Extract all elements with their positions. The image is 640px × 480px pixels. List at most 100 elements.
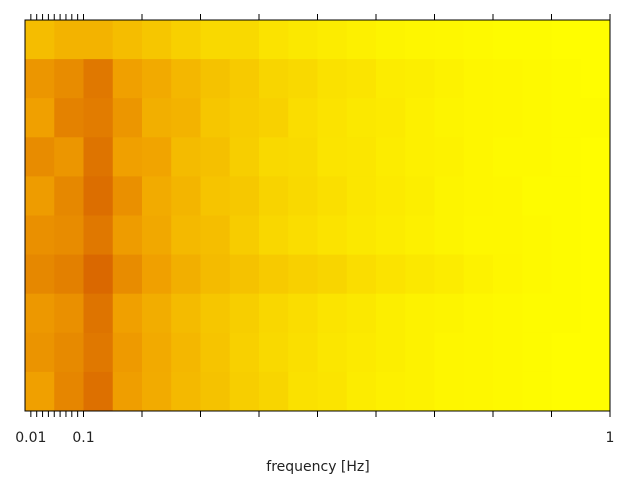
heat-cell: [522, 293, 552, 334]
heat-cell: [25, 215, 55, 256]
heat-cell: [346, 332, 377, 373]
heat-cell: [346, 98, 377, 138]
heat-cell: [25, 98, 55, 138]
heat-cell: [288, 98, 318, 138]
heat-cell: [142, 293, 172, 334]
heat-cell: [171, 98, 201, 138]
heat-cell: [229, 293, 260, 334]
heat-cell: [112, 332, 143, 373]
heat-cell: [112, 293, 143, 334]
heat-cell: [522, 215, 552, 256]
heat-cell: [142, 98, 172, 138]
heat-cell: [434, 293, 465, 334]
heat-cell: [25, 254, 55, 295]
heat-cell: [171, 254, 201, 295]
heat-cell: [229, 176, 260, 216]
x-tick-label: 0.1: [72, 430, 94, 446]
heat-cell: [25, 371, 55, 412]
heat-cell: [551, 332, 582, 373]
heat-cell: [551, 137, 582, 177]
heat-cell: [54, 20, 84, 60]
heat-cell: [25, 137, 55, 177]
heat-cell: [54, 254, 84, 295]
heat-cell: [142, 215, 172, 256]
heat-cell: [463, 98, 494, 138]
heat-cell: [317, 332, 348, 373]
heat-cell: [259, 215, 289, 256]
heat-cell: [405, 176, 435, 216]
heat-cell: [171, 371, 201, 412]
heat-cell: [551, 293, 582, 334]
heat-cell: [580, 293, 611, 334]
heat-cell: [83, 137, 114, 177]
heat-cell: [25, 59, 55, 99]
heat-cell: [200, 137, 231, 177]
heat-cell: [259, 254, 289, 295]
heat-cell: [580, 59, 611, 99]
heat-cell: [522, 254, 552, 295]
heat-cell: [493, 215, 523, 256]
heat-cell: [288, 215, 318, 256]
heat-cell: [463, 137, 494, 177]
heat-cell: [25, 332, 55, 373]
heat-cell: [112, 371, 143, 412]
heat-cell: [112, 176, 143, 216]
heat-cell: [346, 20, 377, 60]
heat-cell: [405, 371, 435, 412]
heat-cell: [346, 293, 377, 334]
heat-cell: [551, 254, 582, 295]
heat-cell: [200, 176, 231, 216]
heat-cell: [580, 98, 611, 138]
heat-cell: [259, 98, 289, 138]
heat-cell: [171, 215, 201, 256]
heat-cell: [83, 215, 114, 256]
heat-cell: [142, 137, 172, 177]
heat-cell: [346, 371, 377, 412]
heat-cell: [463, 371, 494, 412]
heat-cell: [376, 20, 406, 60]
heat-cell: [434, 20, 465, 60]
heat-cell: [317, 137, 348, 177]
heat-cell: [463, 20, 494, 60]
heat-cell: [346, 254, 377, 295]
heat-cell: [463, 254, 494, 295]
heat-cell: [346, 137, 377, 177]
heat-cell: [54, 176, 84, 216]
heat-cell: [493, 293, 523, 334]
heat-cell: [83, 20, 114, 60]
heat-cell: [551, 59, 582, 99]
heat-cell: [83, 371, 114, 412]
heat-cell: [434, 98, 465, 138]
heat-cell: [112, 20, 143, 60]
heat-cell: [522, 332, 552, 373]
heat-cell: [434, 254, 465, 295]
heat-cell: [83, 332, 114, 373]
heat-cell: [405, 254, 435, 295]
heat-cell: [522, 371, 552, 412]
heat-cell: [346, 59, 377, 99]
heat-cell: [171, 332, 201, 373]
heat-cell: [405, 332, 435, 373]
heat-cell: [317, 20, 348, 60]
heat-cell: [522, 59, 552, 99]
heat-cell: [259, 20, 289, 60]
heat-cell: [200, 293, 231, 334]
heat-cell: [54, 293, 84, 334]
heat-cell: [580, 176, 611, 216]
heat-cell: [463, 59, 494, 99]
heat-cell: [405, 98, 435, 138]
heat-cell: [551, 176, 582, 216]
heat-cell: [551, 215, 582, 256]
x-tick-label: 1: [606, 430, 615, 446]
heat-cell: [200, 371, 231, 412]
heat-cell: [142, 332, 172, 373]
heat-cell: [54, 332, 84, 373]
heat-cell: [580, 371, 611, 412]
heat-cell: [376, 371, 406, 412]
x-axis-label: frequency [Hz]: [266, 459, 369, 475]
heat-cell: [112, 215, 143, 256]
heat-cell: [317, 293, 348, 334]
heat-cell: [346, 215, 377, 256]
x-tick-label: 0.01: [15, 430, 46, 446]
heat-cell: [493, 254, 523, 295]
